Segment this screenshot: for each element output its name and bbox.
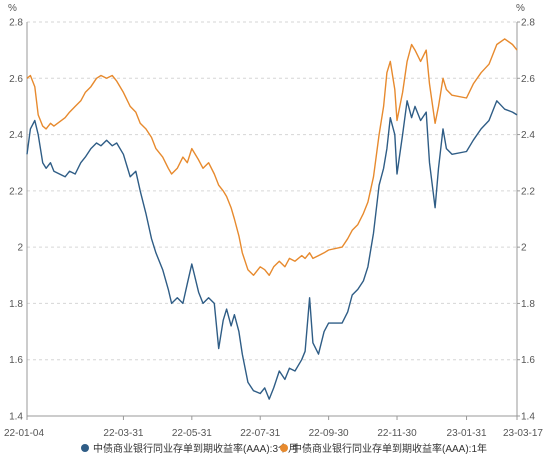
x-tick-label: 23-03-17 xyxy=(503,428,543,439)
y-tick-label-left: 2.4 xyxy=(9,130,23,141)
legend-item-0[interactable]: 中债商业银行同业存单到期收益率(AAA):3个月 xyxy=(81,442,298,455)
y-tick-label-right: 1.6 xyxy=(521,355,535,366)
y-tick-label-right: 1.8 xyxy=(521,299,535,310)
y-tick-label-left: 2.8 xyxy=(9,18,23,29)
y-tick-label-right: 2.2 xyxy=(521,186,535,197)
x-tick-label: 22-01-04 xyxy=(4,428,44,439)
legend-item-1[interactable]: 中债商业银行同业存单到期收益率(AAA):1年 xyxy=(280,442,487,455)
x-tick-label: 22-09-30 xyxy=(309,428,349,439)
legend-marker-icon xyxy=(81,444,89,452)
y-tick-label-right: 2.4 xyxy=(521,130,535,141)
y-tick-label-left: 1.8 xyxy=(9,299,23,310)
x-tick-label: 23-01-31 xyxy=(447,428,487,439)
x-tick-label: 22-05-31 xyxy=(172,428,212,439)
legend-marker-icon xyxy=(280,444,288,452)
y-axis-unit-right: % xyxy=(516,3,525,14)
series-line-1 xyxy=(26,38,518,276)
y-tick-label-right: 1.4 xyxy=(521,412,535,423)
y-tick-label-left: 2.6 xyxy=(9,74,23,85)
y-tick-label-left: 1.6 xyxy=(9,355,23,366)
series-lines xyxy=(26,38,518,400)
axes: % % 1.4 1.4 1.6 1.6 1.8 1.8 2 2 2.2 2.2 2.4 2.4 2.6 2… xyxy=(4,3,543,439)
x-tick-label: 22-11-30 xyxy=(377,428,417,439)
x-tick-label: 22-03-31 xyxy=(103,428,143,439)
legend[interactable]: 中债商业银行同业存单到期收益率(AAA):3个月中债商业银行同业存单到期收益率(… xyxy=(81,442,487,455)
y-tick-label-right: 2.8 xyxy=(521,18,535,29)
series-line-0 xyxy=(26,100,518,400)
y-tick-label-left: 1.4 xyxy=(9,412,23,423)
legend-label: 中债商业银行同业存单到期收益率(AAA):3个月 xyxy=(93,442,298,455)
y-axis-unit-left: % xyxy=(8,3,17,14)
x-tick-label: 22-07-31 xyxy=(240,428,280,439)
legend-label: 中债商业银行同业存单到期收益率(AAA):1年 xyxy=(292,442,487,455)
y-tick-label-left: 2 xyxy=(17,243,23,254)
y-tick-label-right: 2.6 xyxy=(521,74,535,85)
y-tick-label-left: 2.2 xyxy=(9,186,23,197)
y-tick-label-right: 2 xyxy=(521,243,527,254)
